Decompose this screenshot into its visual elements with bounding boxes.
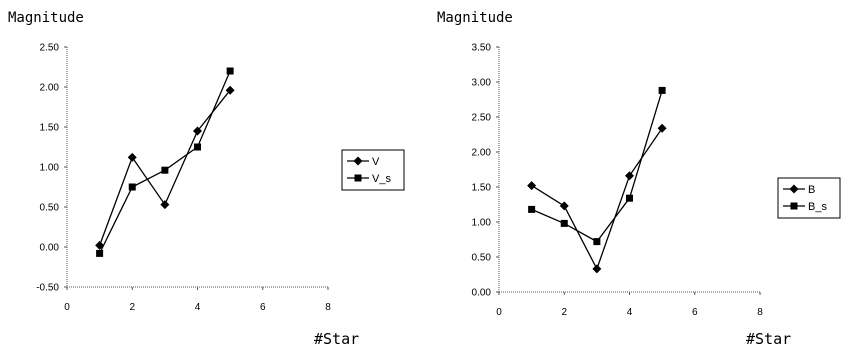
y-tick-label: 0.00 — [40, 243, 60, 254]
legend-marker — [354, 174, 362, 182]
data-point — [592, 264, 602, 274]
y-tick-label: 3.50 — [472, 43, 492, 54]
y-tick-label: 2.00 — [472, 148, 492, 159]
legend-label: B_s — [808, 201, 827, 213]
x-tick-label: 6 — [260, 302, 266, 313]
series-line-b-s — [531, 90, 663, 243]
data-point — [528, 205, 536, 213]
data-point — [527, 181, 537, 191]
legend-marker — [790, 202, 798, 210]
y-tick-label: 0.00 — [472, 288, 492, 299]
legend-label: V — [372, 156, 380, 168]
data-point — [161, 166, 169, 174]
data-point — [625, 171, 634, 181]
x-tick-label: 8 — [325, 302, 331, 313]
legend-label: B — [808, 184, 815, 196]
x-tick-label: 2 — [129, 302, 135, 313]
series-line-v-s — [99, 70, 231, 254]
legend-box — [777, 177, 841, 219]
x-tick-label: 6 — [692, 307, 698, 318]
right-chart: 0.00 0.50 1.00 1.50 2.00 2.50 3.00 3.50 0 2 4 6 8 Mag… — [437, 10, 841, 348]
y-tick-label: 1.50 — [472, 183, 492, 194]
left-chart: -0.50 0.00 0.50 1.00 1.50 2.00 2.50 0 2 4 6 8 Magnit… — [8, 10, 405, 348]
x-tick-label: 8 — [757, 307, 763, 318]
data-point — [559, 201, 569, 211]
x-tick-label: 0 — [496, 307, 502, 318]
x-axis-title: #Star — [746, 330, 791, 348]
y-tick-label: 1.50 — [40, 123, 60, 134]
data-point — [128, 183, 136, 191]
data-point — [194, 143, 201, 151]
data-point — [193, 126, 202, 136]
y-tick-label: 3.00 — [472, 78, 492, 89]
x-tick-label: 0 — [64, 302, 70, 313]
y-tick-label: 2.50 — [472, 113, 492, 124]
y-tick-label: 2.50 — [40, 43, 60, 54]
legend-marker — [353, 156, 363, 166]
y-tick-label: -0.50 — [36, 283, 59, 294]
data-point — [160, 200, 170, 210]
x-tick-label: 2 — [561, 307, 567, 318]
data-point — [226, 67, 234, 75]
y-tick-label: 1.00 — [40, 163, 60, 174]
legend-label: V_s — [372, 173, 391, 185]
y-tick-label: 2.00 — [40, 83, 60, 94]
legend-marker — [789, 184, 799, 194]
legend-box — [341, 149, 405, 191]
data-point — [657, 123, 667, 133]
data-point — [96, 249, 104, 257]
data-point — [560, 219, 568, 227]
y-axis-title: Magnitude — [8, 10, 84, 26]
y-tick-label: 0.50 — [472, 253, 492, 264]
data-point — [626, 194, 633, 202]
y-axis-title: Magnitude — [437, 10, 513, 26]
data-point — [225, 85, 235, 95]
data-point — [593, 238, 601, 246]
series-line-b — [531, 127, 663, 271]
x-tick-label: 4 — [627, 307, 633, 318]
y-tick-label: 0.50 — [40, 203, 60, 214]
data-point — [95, 240, 105, 250]
x-axis-title: #Star — [314, 330, 359, 348]
data-point — [658, 86, 666, 94]
x-tick-label: 4 — [195, 302, 201, 313]
y-tick-label: 1.00 — [472, 218, 492, 229]
data-point — [127, 152, 137, 162]
